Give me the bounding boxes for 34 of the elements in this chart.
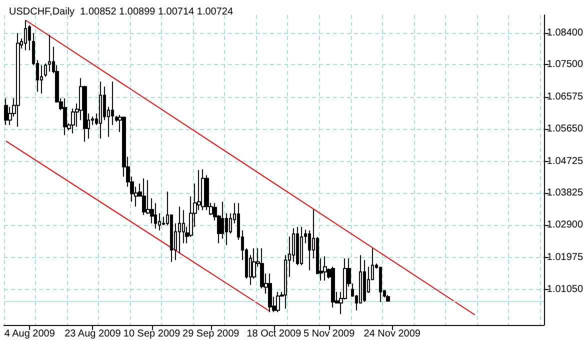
candlestick (142, 178, 146, 216)
x-tick-label: 18 Oct 2009 (246, 328, 302, 340)
x-tick-label: 24 Nov 2009 (364, 328, 421, 340)
y-tick-label: 1.05650 (546, 124, 584, 135)
candlestick (331, 266, 335, 308)
candlestick (16, 32, 20, 128)
x-tick-label: 29 Sep 2009 (182, 328, 240, 340)
x-tick-label: 5 Nov 2009 (304, 328, 356, 340)
x-tick-label: 23 Aug 2009 (64, 328, 122, 340)
y-tick-label: 1.08400 (546, 28, 584, 39)
candlestick (24, 20, 27, 51)
candlestick (99, 81, 102, 140)
x-tick-label: 4 Aug 2009 (4, 328, 56, 340)
candlestick (48, 34, 51, 72)
y-tick-label: 1.07500 (546, 59, 584, 70)
chart-title: USDCHF,Daily 1.00852 1.00899 1.00714 1.00724 (9, 6, 234, 18)
candlestick (268, 273, 272, 313)
candlestick (154, 202, 157, 230)
y-tick-label: 1.04725 (546, 156, 584, 167)
candlestick (4, 98, 8, 126)
candlestick (63, 98, 67, 136)
y-tick-label: 1.06575 (546, 91, 584, 102)
candlestick (296, 226, 299, 266)
x-tick-label: 10 Sep 2009 (123, 328, 181, 340)
y-tick-label: 1.03825 (546, 187, 584, 198)
candlestick (276, 291, 280, 313)
candlestick (300, 226, 303, 266)
y-tick-label: 1.01050 (546, 284, 584, 296)
candlestick (44, 63, 47, 78)
candlestick (201, 168, 205, 211)
candlestick (379, 266, 382, 302)
y-tick-label: 1.02900 (546, 220, 584, 231)
candlestick (323, 256, 327, 282)
y-tick-label: 1.01975 (546, 252, 584, 263)
